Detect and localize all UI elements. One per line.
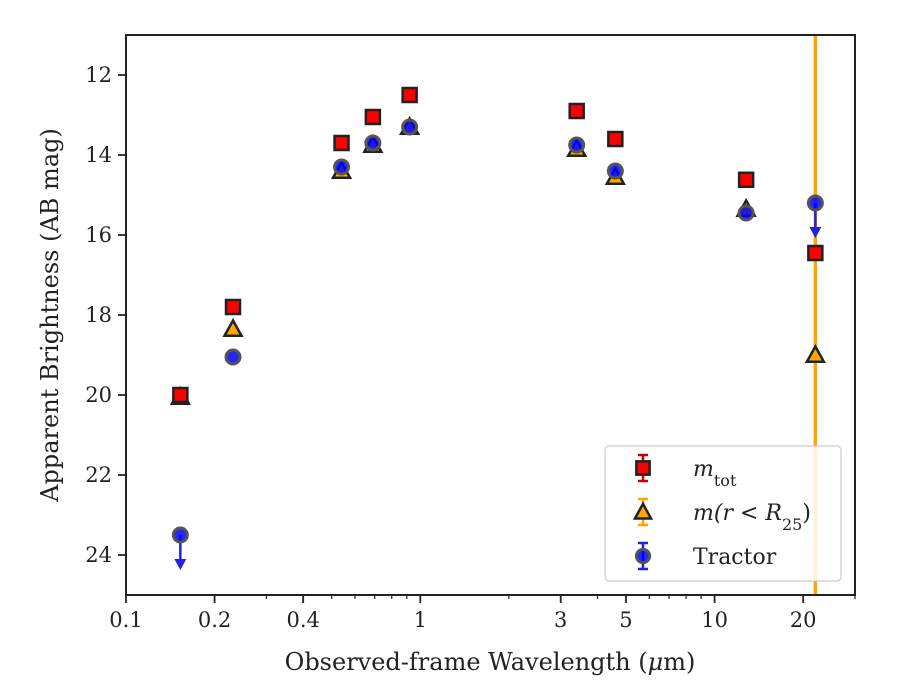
data-point-square-7: [737, 171, 755, 189]
x-tick-label: 0.1: [109, 608, 142, 632]
y-tick-label: 14: [85, 143, 112, 167]
data-point-circle-1: [224, 348, 242, 366]
data-point-square-8: [807, 244, 824, 262]
y-tick-label: 24: [85, 543, 112, 567]
data-point-circle-6: [606, 162, 624, 180]
upper-limit-arrow-head: [809, 227, 822, 238]
x-tick-label: 5: [619, 608, 632, 632]
x-tick-label: 0.2: [198, 608, 231, 632]
series-square: [172, 86, 824, 404]
y-tick-label: 22: [85, 463, 112, 487]
data-point-square-4: [401, 86, 418, 104]
data-point-square-2: [333, 134, 350, 152]
legend-entry-label: mtot: [693, 457, 737, 490]
x-tick-label: 1: [414, 608, 427, 632]
x-tick-label: 20: [790, 608, 817, 632]
data-point-square-1: [224, 298, 242, 316]
upper-limit-arrow-head: [174, 559, 187, 570]
y-tick-label: 20: [85, 383, 112, 407]
legend-marker-triangle: [632, 501, 654, 520]
data-point-circle-8: [806, 194, 824, 212]
y-tick-label: 18: [85, 303, 112, 327]
data-point-circle-3: [364, 134, 382, 152]
data-point-circle-4: [401, 118, 419, 136]
legend-marker-circle: [634, 547, 652, 565]
y-tick-label: 12: [85, 63, 112, 87]
x-tick-label: 3: [554, 608, 567, 632]
legend-entry-label: Tractor: [693, 545, 777, 570]
legend-box: [604, 445, 842, 582]
data-point-circle-0: [171, 526, 189, 544]
data-point-triangle-1: [222, 317, 244, 338]
x-tick-label: 10: [701, 608, 728, 632]
data-point-square-0: [172, 386, 189, 404]
series-circle: [171, 118, 824, 570]
legend: mtot m(r < R25) Tractor: [604, 445, 842, 582]
y-axis-label: Apparent Brightness (AB mag): [36, 128, 64, 503]
data-point-circle-7: [737, 204, 755, 222]
data-point-square-6: [607, 130, 624, 148]
legend-entry-label: m(r < R25): [693, 501, 811, 534]
legend-marker-square: [635, 460, 651, 476]
y-tick-label: 16: [85, 223, 112, 247]
data-marks: [169, 86, 826, 570]
data-point-triangle-8: [804, 343, 826, 364]
data-point-circle-5: [568, 136, 586, 154]
x-tick-label: 0.4: [286, 608, 319, 632]
axes: 0.1 0.2 0.4 1 3 5 10 20 12 14 16 18 20 22 24: [85, 34, 856, 632]
data-point-square-3: [364, 108, 382, 126]
x-axis-label: Observed-frame Wavelength (μm): [285, 648, 696, 676]
data-point-circle-2: [333, 158, 351, 176]
data-point-square-5: [568, 102, 585, 120]
